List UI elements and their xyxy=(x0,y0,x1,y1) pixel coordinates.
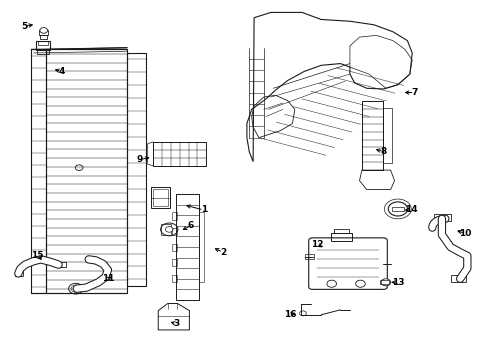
Text: 15: 15 xyxy=(31,251,43,260)
Bar xyxy=(171,275,177,282)
Circle shape xyxy=(40,28,47,33)
Circle shape xyxy=(387,202,407,216)
Circle shape xyxy=(355,280,365,287)
Text: 8: 8 xyxy=(380,147,386,156)
Bar xyxy=(361,101,383,170)
Bar xyxy=(41,35,47,39)
Bar xyxy=(16,271,23,276)
Text: 16: 16 xyxy=(283,310,296,319)
Bar xyxy=(391,207,403,211)
Bar xyxy=(305,254,313,259)
Text: 6: 6 xyxy=(187,221,194,230)
Circle shape xyxy=(160,223,178,236)
Text: 5: 5 xyxy=(21,22,27,31)
Circle shape xyxy=(326,280,336,287)
Bar xyxy=(199,212,204,282)
Text: 12: 12 xyxy=(310,240,323,249)
Circle shape xyxy=(71,285,81,292)
Circle shape xyxy=(68,283,83,294)
Text: 9: 9 xyxy=(137,155,143,164)
Circle shape xyxy=(75,165,83,171)
Circle shape xyxy=(299,311,305,316)
Bar xyxy=(153,189,167,207)
Circle shape xyxy=(380,279,390,286)
Text: 11: 11 xyxy=(102,274,114,283)
Bar xyxy=(38,49,49,54)
Text: 13: 13 xyxy=(391,278,403,287)
Bar xyxy=(176,194,199,300)
Bar xyxy=(45,49,127,293)
Text: 10: 10 xyxy=(458,229,470,238)
Bar xyxy=(171,243,177,251)
Bar xyxy=(151,187,170,208)
Bar xyxy=(57,262,66,267)
Bar xyxy=(153,142,206,166)
Text: 1: 1 xyxy=(200,206,206,215)
Text: 14: 14 xyxy=(404,206,417,215)
Bar xyxy=(40,30,48,35)
Bar xyxy=(449,275,465,282)
Bar xyxy=(171,212,177,220)
Bar xyxy=(171,228,177,235)
Bar xyxy=(31,49,45,293)
Bar xyxy=(383,108,391,163)
Bar xyxy=(160,224,171,235)
Text: 4: 4 xyxy=(58,67,64,76)
Bar xyxy=(127,53,146,286)
Bar xyxy=(433,214,449,221)
Text: 2: 2 xyxy=(220,248,225,257)
Bar xyxy=(36,41,50,50)
Text: 3: 3 xyxy=(173,319,179,328)
Bar xyxy=(379,280,388,284)
Bar xyxy=(39,41,48,45)
FancyBboxPatch shape xyxy=(308,238,386,289)
Bar xyxy=(171,259,177,266)
Bar xyxy=(330,233,351,241)
Bar xyxy=(333,229,349,233)
Text: 7: 7 xyxy=(410,88,417,97)
Circle shape xyxy=(165,226,173,232)
